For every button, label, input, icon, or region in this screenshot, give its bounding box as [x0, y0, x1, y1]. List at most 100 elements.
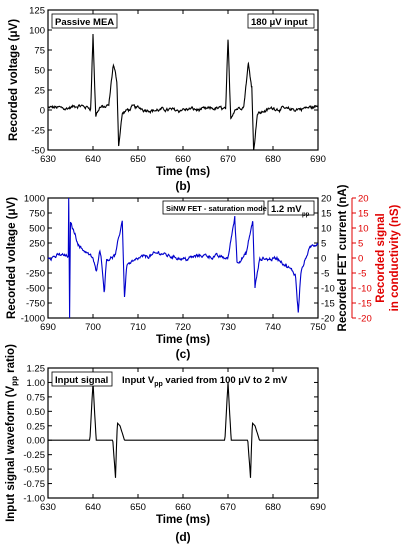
chart-b-x-tick-label: 680 [265, 154, 281, 165]
chart-b-y-ticks: -50 -25 0 25 50 75 100 125 [29, 6, 318, 157]
chart-d-y-tick-label: 1.00 [27, 378, 46, 389]
chart-d-ylabel-end: ratio) [5, 344, 17, 376]
chart-c-y-tick-label-right: -20 [321, 314, 335, 325]
chart-d-x-tick-label: 660 [175, 502, 191, 513]
chart-d-y-tick-label: 0.00 [27, 436, 46, 447]
chart-c-y-tick-label: 500 [29, 224, 45, 235]
chart-c-y-tick-label-right2: -20 [358, 314, 372, 325]
chart-c-annotation-input-sub: pp [302, 212, 310, 218]
chart-c-y-tick-label: 750 [29, 209, 45, 220]
chart-b-x-tick-label: 640 [85, 154, 101, 165]
chart-b: 630 640 650 660 670 680 690 -50 -25 0 25 50 75 100 12… [8, 6, 326, 194]
chart-c-annotation-box-left [162, 200, 265, 215]
chart-d-x-ticks: 630 640 650 660 670 680 690 [40, 368, 326, 513]
chart-d-annotation-range-sub: pp [154, 381, 163, 388]
chart-b-xlabel: Time (ms) [156, 166, 210, 178]
chart-c-y-tick-label-right2: -10 [358, 284, 372, 295]
chart-d: 630 640 650 660 670 680 690 -1.00 -0.75 -0.50 -0.… [5, 344, 326, 544]
chart-d-annotation-range: Input Vpp varied from 100 μV to 2 mV [122, 375, 288, 388]
chart-c-annotation-box-right [267, 200, 315, 216]
chart-b-y-tick-label: 125 [29, 6, 45, 17]
chart-c-ylabel-right: Recorded FET current (nA) [337, 184, 349, 331]
chart-d-y-tick-label: -1.00 [23, 494, 45, 505]
chart-d-x-tick-label: 630 [40, 502, 56, 513]
chart-d-y-tick-label: -0.50 [23, 465, 45, 476]
chart-b-y-tick-label: -25 [31, 126, 45, 137]
chart-b-series-line [47, 33, 319, 151]
chart-c-y-tick-label: -250 [26, 269, 45, 280]
chart-c-ylabel: Recorded voltage (μV) [6, 197, 18, 319]
chart-c-y-tick-label-right: 0 [321, 254, 326, 265]
chart-d-annotation-range-a: Input V [122, 375, 155, 386]
chart-c-y-tick-label: 1000 [24, 194, 45, 205]
chart-b-x-tick-label: 690 [310, 154, 326, 165]
chart-d-y-tick-label: -0.75 [23, 479, 45, 490]
chart-c-y-tick-label: 250 [29, 239, 45, 250]
chart-c-x-tick-label: 700 [85, 322, 101, 333]
chart-c-y-tick-label-right: 5 [321, 239, 326, 250]
chart-c-panel-label: (c) [176, 347, 191, 361]
chart-b-x-tick-label: 650 [130, 154, 146, 165]
chart-b-panel-label: (b) [175, 179, 190, 193]
chart-c-series-line [47, 197, 319, 319]
chart-c-ylabel-right2b: in conductivity (nS) [389, 204, 401, 311]
chart-b-x-tick-label: 630 [40, 154, 56, 165]
chart-b-annotation-box-left [51, 13, 118, 29]
chart-b-y-tick-label: 50 [34, 66, 45, 77]
chart-b-y-tick-label: -50 [31, 146, 45, 157]
chart-b-plot-frame [47, 9, 319, 151]
chart-b-annotation-box-right [247, 13, 315, 29]
chart-d-annotation-box-left [51, 371, 113, 387]
chart-c-x-ticks: 690 700 710 720 730 740 750 [40, 198, 326, 333]
chart-d-plot-frame [47, 367, 319, 499]
chart-c-y-tick-label-right: 10 [321, 224, 332, 235]
chart-c-y-tick-label: -500 [26, 284, 45, 295]
chart-c-x-tick-label: 710 [130, 322, 146, 333]
chart-c-x-tick-label: 720 [175, 322, 191, 333]
chart-d-x-tick-label: 640 [85, 502, 101, 513]
chart-c-x-tick-label: 690 [40, 322, 56, 333]
chart-c-y-tick-label-right2: 15 [358, 209, 369, 220]
chart-d-y-tick-label: -0.25 [23, 450, 45, 461]
chart-d-y-tick-label: 0.25 [27, 421, 46, 432]
chart-c-y-tick-label-right2: -5 [358, 269, 366, 280]
chart-d-x-tick-label: 690 [310, 502, 326, 513]
chart-d-ylabel-a: Input signal waveform (V [5, 385, 17, 521]
chart-c-y-tick-label: 0 [40, 254, 45, 265]
chart-b-annotation-passive-mea: Passive MEA [55, 17, 114, 28]
chart-c-y-tick-label-right2: 10 [358, 224, 369, 235]
chart-b-y-tick-label: 25 [34, 86, 45, 97]
chart-d-ylabel: Input signal waveform (Vpp ratio) [5, 344, 19, 522]
chart-d-x-tick-label: 650 [130, 502, 146, 513]
chart-d-series-line [48, 382, 318, 478]
chart-d-annotation-input-signal: Input signal [55, 375, 108, 386]
chart-c-annotation-mode: SiNW FET - saturation mode [166, 204, 267, 213]
chart-c-x-tick-label: 740 [265, 322, 281, 333]
chart-d-panel-label: (d) [175, 530, 190, 544]
chart-c-y-tick-label-right: -15 [321, 299, 335, 310]
chart-c-y-tick-label-right2: 20 [358, 194, 369, 205]
chart-c-y-tick-label-right2: 5 [358, 239, 363, 250]
chart-b-y-tick-label: 100 [29, 26, 45, 37]
chart-b-y-tick-label: 0 [40, 106, 45, 117]
chart-c-y-ticks: -1000 -750 -500 -250 0 250 500 750 1000 [21, 194, 52, 325]
chart-d-y-tick-label: 0.50 [27, 407, 46, 418]
chart-b-y-tick-label: 75 [34, 46, 45, 57]
chart-b-annotation-input: 180 μV input [251, 17, 308, 28]
chart-c-y-tick-label-right: -10 [321, 284, 335, 295]
chart-b-ylabel: Recorded voltage (μV) [8, 19, 20, 141]
chart-d-y-tick-label: 0.75 [27, 392, 46, 403]
chart-c-y-ticks-right2: -20 -15 -10 -5 0 5 10 15 20 [352, 194, 372, 325]
chart-c-xlabel: Time (ms) [156, 334, 210, 346]
chart-b-x-tick-label: 670 [220, 154, 236, 165]
chart-c-y-tick-label: -1000 [21, 314, 45, 325]
chart-c-x-tick-label: 750 [310, 322, 326, 333]
chart-d-x-tick-label: 670 [220, 502, 236, 513]
chart-d-x-tick-label: 680 [265, 502, 281, 513]
chart-d-y-ticks: -1.00 -0.75 -0.50 -0.25 0.00 0.25 0.50 0.75 1.00… [23, 364, 318, 505]
chart-c-annotation-input-value: 1.2 mV [271, 204, 302, 215]
chart-c: 690 700 710 720 730 740 750 -1000-750-500-2500… [6, 184, 401, 361]
chart-b-x-ticks: 630 640 650 660 670 680 690 [40, 10, 326, 165]
chart-d-y-tick-label: 1.25 [27, 364, 46, 375]
